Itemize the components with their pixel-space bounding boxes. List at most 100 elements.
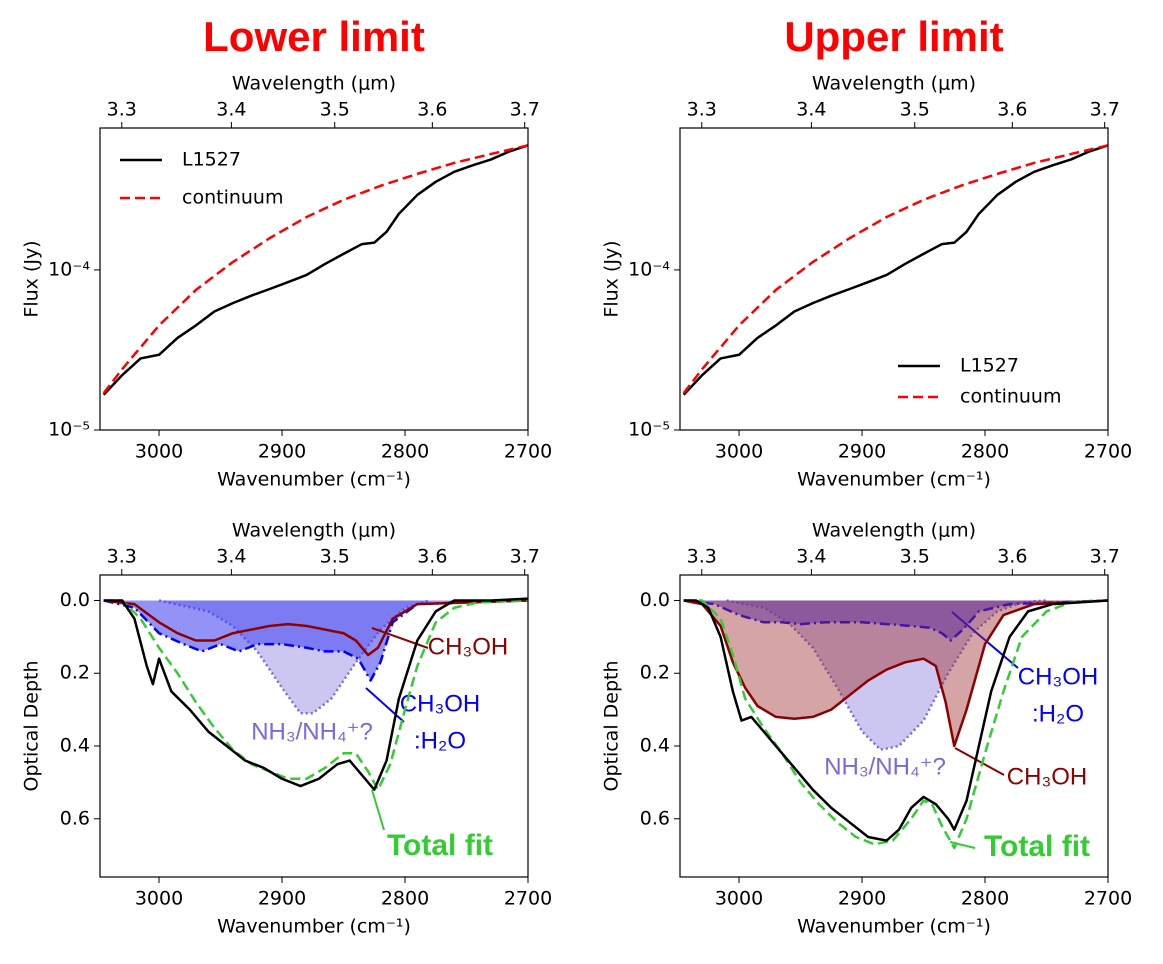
leader-line: [365, 687, 405, 723]
series-annotation: CH₃OH: [400, 690, 480, 717]
series-annotation: Total fit: [984, 830, 1090, 863]
area: [726, 600, 1047, 750]
series-annotation: NH₃/NH₄⁺?: [824, 753, 946, 780]
line: [682, 144, 1109, 396]
x2-tick-label: 3.6: [997, 99, 1027, 121]
legend-label: continuum: [182, 187, 283, 209]
y-tick-label: 0.0: [60, 589, 90, 611]
x-tick-label: 2900: [258, 441, 306, 463]
x-axis-label: Wavenumber (cm⁻¹): [217, 916, 411, 938]
panel-title: Lower limit: [203, 13, 425, 60]
x-tick-label: 3000: [135, 441, 183, 463]
leader-line: [371, 789, 385, 831]
legend-label: L1527: [182, 149, 241, 171]
line: [683, 599, 1109, 842]
series-annotation: :H₂O: [1032, 700, 1084, 727]
line: [682, 144, 1109, 394]
series-annotation: CH₃OH: [1007, 763, 1087, 790]
y-tick-label: 0.4: [60, 735, 90, 757]
y-tick-label: 0.0: [640, 589, 670, 611]
line: [683, 599, 1109, 642]
x-tick-label: 2900: [258, 888, 306, 910]
y-tick-label: 0.4: [640, 735, 670, 757]
y-tick-label: 0.2: [60, 662, 90, 684]
x2-tick-label: 3.4: [796, 546, 826, 568]
leader-line: [949, 841, 976, 849]
line: [103, 599, 529, 682]
line: [102, 144, 529, 396]
x2-tick-label: 3.3: [687, 546, 717, 568]
leader-line: [371, 627, 429, 649]
x2-tick-label: 3.3: [687, 99, 717, 121]
y-tick-label: 10⁻⁴: [628, 258, 670, 280]
x-tick-label: 2700: [1084, 888, 1132, 910]
x2-axis-label: Wavelength (μm): [232, 520, 396, 542]
y-axis-label: Optical Depth: [601, 660, 623, 791]
x-tick-label: 2800: [381, 441, 429, 463]
series-annotation: CH₃OH: [428, 633, 508, 660]
area: [683, 600, 1108, 641]
legend-label: L1527: [960, 355, 1019, 377]
x2-tick-label: 3.7: [1090, 99, 1120, 121]
x2-axis-label: Wavelength (μm): [812, 520, 976, 542]
leader-line: [954, 747, 1005, 776]
x-tick-label: 2800: [961, 441, 1009, 463]
line: [683, 599, 1109, 850]
y-axis-label: Optical Depth: [21, 660, 43, 791]
x2-tick-label: 3.5: [320, 99, 350, 121]
x-tick-label: 3000: [715, 888, 763, 910]
x-tick-label: 2800: [381, 888, 429, 910]
line: [726, 599, 1047, 751]
x2-tick-label: 3.3: [107, 99, 137, 121]
line: [103, 597, 529, 791]
x2-tick-label: 3.4: [216, 99, 246, 121]
panel-title: Upper limit: [784, 13, 1003, 60]
x2-tick-label: 3.5: [900, 546, 930, 568]
y-tick-label: 10⁻⁵: [48, 419, 90, 441]
line: [102, 144, 529, 394]
y-tick-label: 10⁻⁵: [628, 419, 670, 441]
series-annotation: Total fit: [387, 829, 493, 862]
leader-line: [951, 611, 1019, 669]
x-axis-label: Wavenumber (cm⁻¹): [217, 469, 411, 491]
x2-tick-label: 3.4: [216, 546, 246, 568]
x2-tick-label: 3.6: [417, 99, 447, 121]
y-axis-label: Flux (Jy): [21, 240, 43, 317]
x-tick-label: 2700: [504, 441, 552, 463]
x2-axis-label: Wavelength (μm): [232, 73, 396, 95]
x2-axis-label: Wavelength (μm): [812, 73, 976, 95]
x-axis-label: Wavenumber (cm⁻¹): [797, 916, 991, 938]
x2-tick-label: 3.7: [1090, 546, 1120, 568]
x2-tick-label: 3.3: [107, 546, 137, 568]
series-annotation: :H₂O: [414, 727, 466, 754]
series-annotation: CH₃OH: [1018, 663, 1098, 690]
x2-tick-label: 3.6: [417, 546, 447, 568]
y-axis-label: Flux (Jy): [601, 240, 623, 317]
y-tick-label: 0.2: [640, 662, 670, 684]
y-tick-label: 0.6: [640, 807, 670, 829]
x-tick-label: 2700: [1084, 441, 1132, 463]
line: [103, 599, 529, 791]
area: [683, 600, 1108, 747]
x-tick-label: 2900: [838, 441, 886, 463]
axes-frame: [99, 127, 529, 431]
x2-tick-label: 3.7: [510, 99, 540, 121]
x2-tick-label: 3.6: [997, 546, 1027, 568]
x2-tick-label: 3.5: [320, 546, 350, 568]
series-annotation: NH₃/NH₄⁺?: [251, 718, 373, 745]
x-axis-label: Wavenumber (cm⁻¹): [797, 469, 991, 491]
x-tick-label: 2800: [961, 888, 1009, 910]
x-tick-label: 3000: [715, 441, 763, 463]
x-tick-label: 2900: [838, 888, 886, 910]
line: [683, 599, 1109, 748]
legend-label: continuum: [960, 386, 1061, 408]
axes-frame: [679, 574, 1109, 878]
x-tick-label: 3000: [135, 888, 183, 910]
y-tick-label: 10⁻⁴: [48, 258, 90, 280]
x-tick-label: 2700: [504, 888, 552, 910]
area: [103, 600, 529, 681]
axes-frame: [99, 574, 529, 878]
y-tick-label: 0.6: [60, 807, 90, 829]
x2-tick-label: 3.5: [900, 99, 930, 121]
